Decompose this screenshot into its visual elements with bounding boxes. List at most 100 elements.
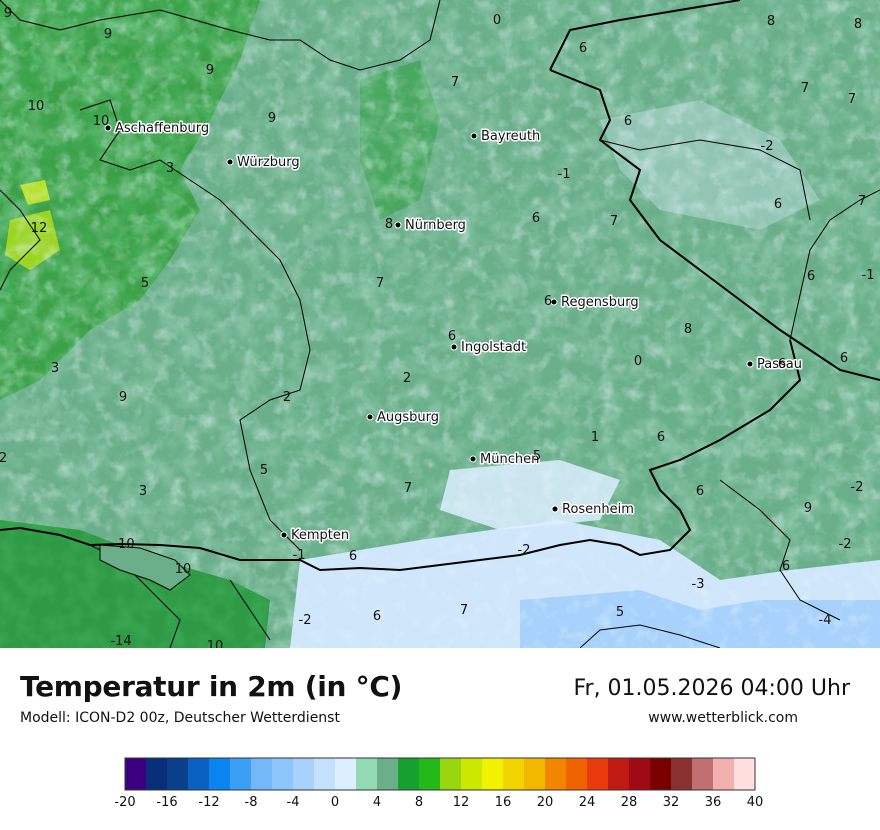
temperature-value: 9 bbox=[206, 63, 214, 78]
city-dot bbox=[469, 455, 477, 463]
legend-bin bbox=[167, 758, 189, 790]
legend-bin bbox=[272, 758, 294, 790]
legend-frame bbox=[124, 757, 756, 791]
legend-tick-label: 0 bbox=[331, 795, 339, 810]
temperature-value: 9 bbox=[104, 27, 112, 42]
temperature-value: 1 bbox=[591, 430, 599, 445]
temperature-value: -1 bbox=[293, 548, 306, 563]
temperature-value: 3 bbox=[51, 361, 59, 376]
temperature-value: 8 bbox=[854, 17, 862, 32]
country-border bbox=[0, 0, 880, 572]
temperature-value: 6 bbox=[532, 211, 540, 226]
legend-bin bbox=[524, 758, 546, 790]
map-title: Temperatur in 2m (in °C) bbox=[20, 670, 403, 703]
city-label: Rosenheim bbox=[562, 502, 634, 517]
temperature-value: 6 bbox=[696, 484, 704, 499]
city-dot bbox=[550, 298, 558, 306]
legend-bin bbox=[587, 758, 609, 790]
temperature-value: 6 bbox=[774, 197, 782, 212]
legend-bin bbox=[398, 758, 420, 790]
legend-bin bbox=[461, 758, 483, 790]
legend-bin bbox=[125, 758, 147, 790]
legend-bin bbox=[419, 758, 441, 790]
temperature-value: 7 bbox=[848, 92, 856, 107]
temperature-value: 7 bbox=[460, 603, 468, 618]
city-dot bbox=[746, 360, 754, 368]
temperature-value: 10 bbox=[93, 114, 110, 129]
city-markers: Aschaffenburg Würzburg Bayreuth Nürnberg Reg… bbox=[104, 120, 803, 545]
city-label: Kempten bbox=[291, 528, 349, 543]
temperature-value: 10 bbox=[207, 639, 224, 648]
legend-bin bbox=[671, 758, 693, 790]
legend-bin bbox=[146, 758, 168, 790]
temperature-value: 5 bbox=[533, 449, 541, 464]
legend-bin bbox=[209, 758, 231, 790]
legend-bin bbox=[377, 758, 399, 790]
map-footer: Temperatur in 2m (in °C) Modell: ICON-D2… bbox=[0, 648, 880, 830]
temperature-value: 9 bbox=[804, 501, 812, 516]
temperature-value: 7 bbox=[858, 194, 866, 209]
legend-bin bbox=[251, 758, 273, 790]
temperature-map: Aschaffenburg Würzburg Bayreuth Nürnberg Reg… bbox=[0, 0, 880, 654]
temperature-value: -2 bbox=[761, 139, 774, 154]
temperature-value: 3 bbox=[139, 484, 147, 499]
lake-constance bbox=[99, 544, 191, 591]
state-border bbox=[0, 0, 880, 649]
temperature-value: 0 bbox=[634, 354, 642, 369]
legend-bin bbox=[482, 758, 504, 790]
temperature-value: 3 bbox=[166, 161, 174, 176]
legend-bin bbox=[629, 758, 651, 790]
temperature-value: 6 bbox=[373, 609, 381, 624]
legend-bin bbox=[734, 758, 756, 790]
temperature-value: 6 bbox=[657, 430, 665, 445]
temperature-value: 12 bbox=[31, 221, 48, 236]
temperature-value: 10 bbox=[175, 562, 192, 577]
temperature-value: 5 bbox=[260, 463, 268, 478]
city-label: Passau bbox=[757, 357, 802, 372]
temperature-value: 6 bbox=[782, 559, 790, 574]
legend-bin bbox=[566, 758, 588, 790]
temperature-value: -1 bbox=[862, 268, 875, 283]
legend-tick-label: -8 bbox=[245, 795, 258, 810]
temperature-value: 9 bbox=[268, 111, 276, 126]
website-link[interactable]: www.wetterblick.com bbox=[648, 710, 798, 726]
temperature-value: 6 bbox=[840, 351, 848, 366]
legend-bin bbox=[230, 758, 252, 790]
city-label: Nürnberg bbox=[405, 218, 466, 233]
temperature-value: 8 bbox=[684, 322, 692, 337]
legend-tick-label: 40 bbox=[747, 795, 764, 810]
temperature-value: 2 bbox=[403, 371, 411, 386]
legend-bin bbox=[356, 758, 378, 790]
legend-bin bbox=[650, 758, 672, 790]
temperature-value: 5 bbox=[141, 276, 149, 291]
legend-bin bbox=[335, 758, 357, 790]
temperature-value: -4 bbox=[819, 613, 832, 628]
temperature-value: 6 bbox=[544, 294, 552, 309]
temperature-value: -2 bbox=[299, 613, 312, 628]
temperature-value: 7 bbox=[610, 214, 618, 229]
temperature-value: 6 bbox=[448, 329, 456, 344]
legend-tick-label: 4 bbox=[373, 795, 381, 810]
legend-tick-label: 8 bbox=[415, 795, 423, 810]
forecast-datetime: Fr, 01.05.2026 04:00 Uhr bbox=[573, 676, 850, 701]
legend-tick-label: -16 bbox=[156, 795, 177, 810]
temperature-value: 8 bbox=[767, 14, 775, 29]
color-legend: -20 -16 -12 -8 -4 0 4 8 12 16 20 24 28 32 36 40 bbox=[114, 757, 764, 810]
map-canvas: Aschaffenburg Würzburg Bayreuth Nürnberg Reg… bbox=[0, 0, 880, 654]
legend-bin bbox=[314, 758, 336, 790]
legend-tick-label: -12 bbox=[198, 795, 219, 810]
legend-tick-label: 32 bbox=[663, 795, 680, 810]
temperature-value: -10 bbox=[113, 537, 134, 552]
temperature-value: 7 bbox=[376, 276, 384, 291]
temperature-value: 9 bbox=[4, 6, 12, 21]
temperature-value: 6 bbox=[349, 549, 357, 564]
temperature-value: -3 bbox=[692, 577, 705, 592]
legend-bin bbox=[293, 758, 315, 790]
legend-tick-label: 24 bbox=[579, 795, 596, 810]
legend-bin bbox=[188, 758, 210, 790]
temperature-value: 7 bbox=[404, 481, 412, 496]
temperature-value: 10 bbox=[28, 99, 45, 114]
legend-tick-label: 20 bbox=[537, 795, 554, 810]
model-info: Modell: ICON-D2 00z, Deutscher Wetterdie… bbox=[20, 710, 340, 726]
